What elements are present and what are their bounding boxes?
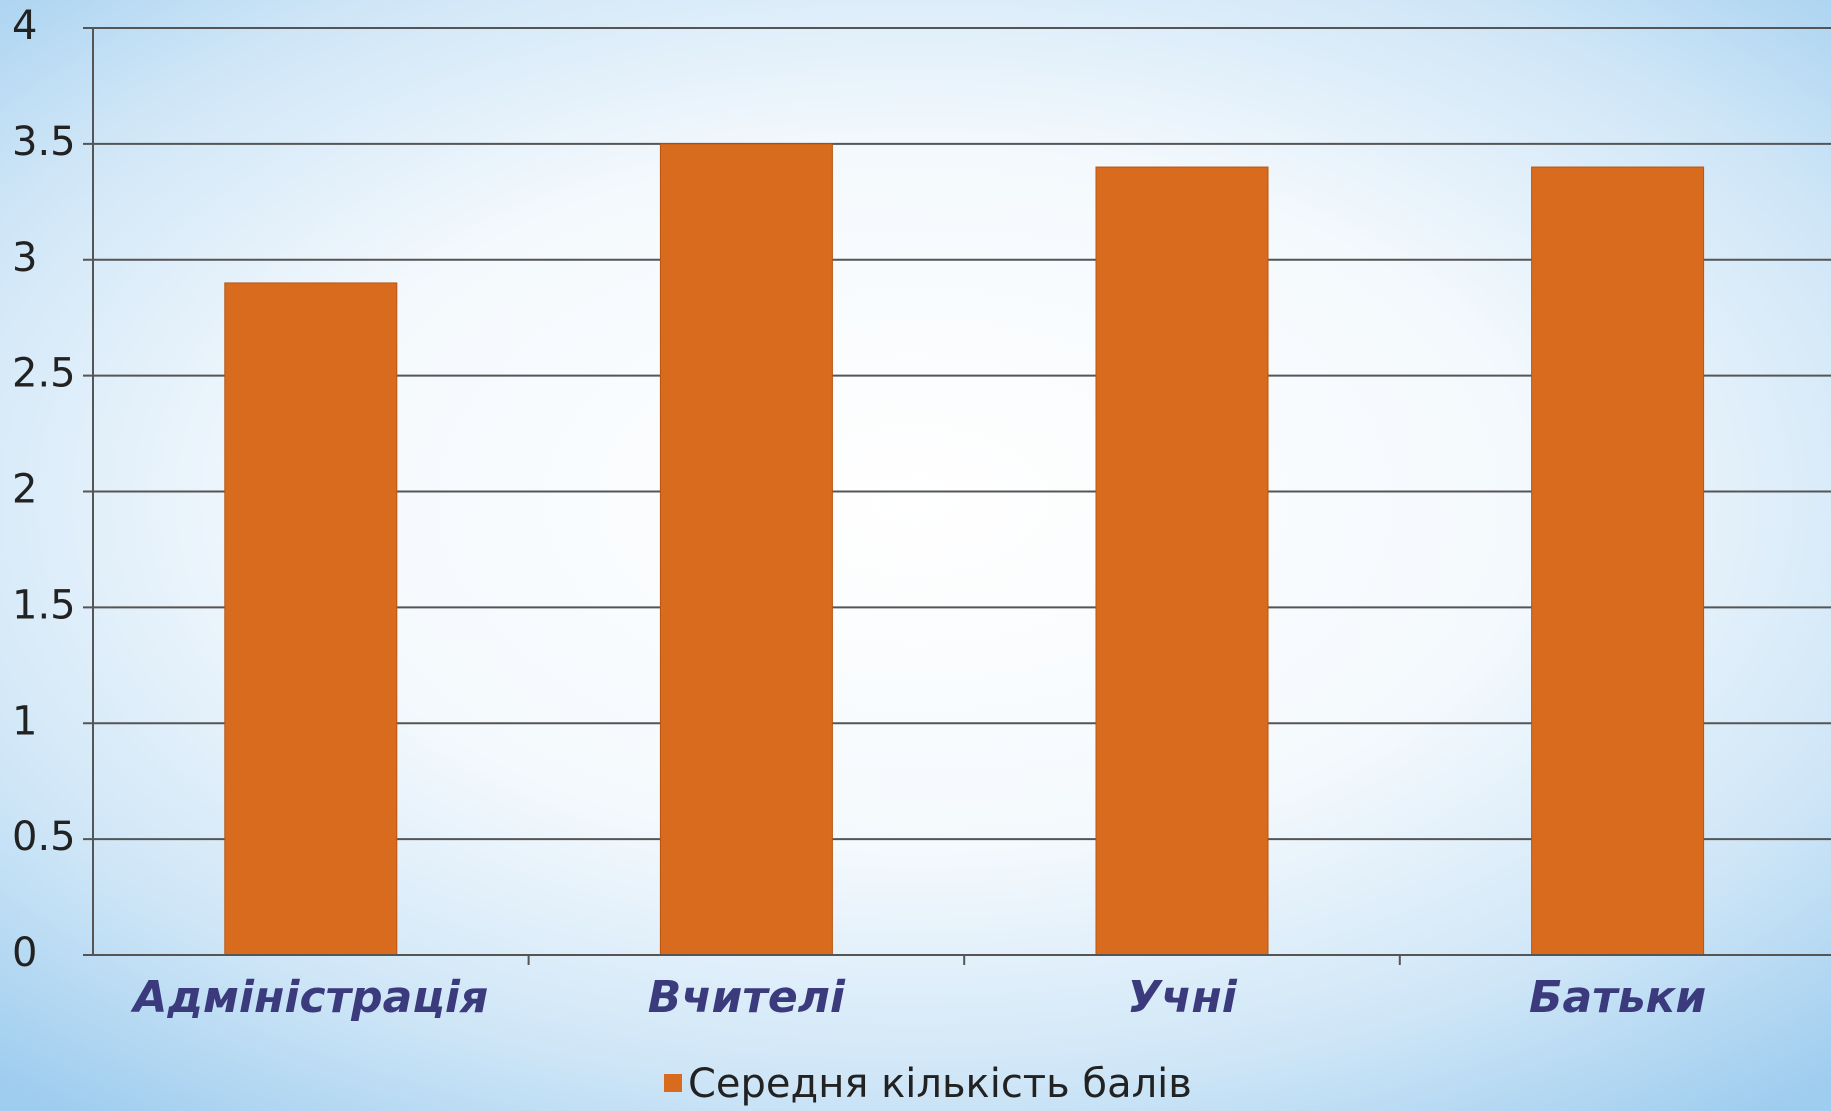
x-tick-label: Адміністрація [130, 972, 488, 1023]
legend-swatch [664, 1074, 682, 1092]
y-tick-label: 4 [12, 3, 37, 49]
y-tick-label: 2 [12, 467, 37, 513]
y-tick-label: 3 [12, 235, 37, 281]
bar [659, 143, 833, 956]
x-tick-label: Учні [1127, 972, 1238, 1023]
bar [1531, 166, 1705, 956]
bar [1095, 166, 1269, 956]
legend-label: Середня кількість балів [688, 1061, 1192, 1107]
y-tick-label: 2.5 [12, 351, 76, 397]
y-tick-label: 1 [12, 698, 37, 744]
bar [224, 282, 398, 956]
y-tick-label: 1.5 [12, 582, 76, 628]
x-tick-label: Вчителі [648, 972, 846, 1023]
y-tick-label: 0 [12, 930, 37, 976]
x-tick-label: Батьки [1529, 972, 1706, 1023]
y-tick-label: 3.5 [12, 119, 76, 165]
y-tick-label: 0.5 [12, 814, 76, 860]
